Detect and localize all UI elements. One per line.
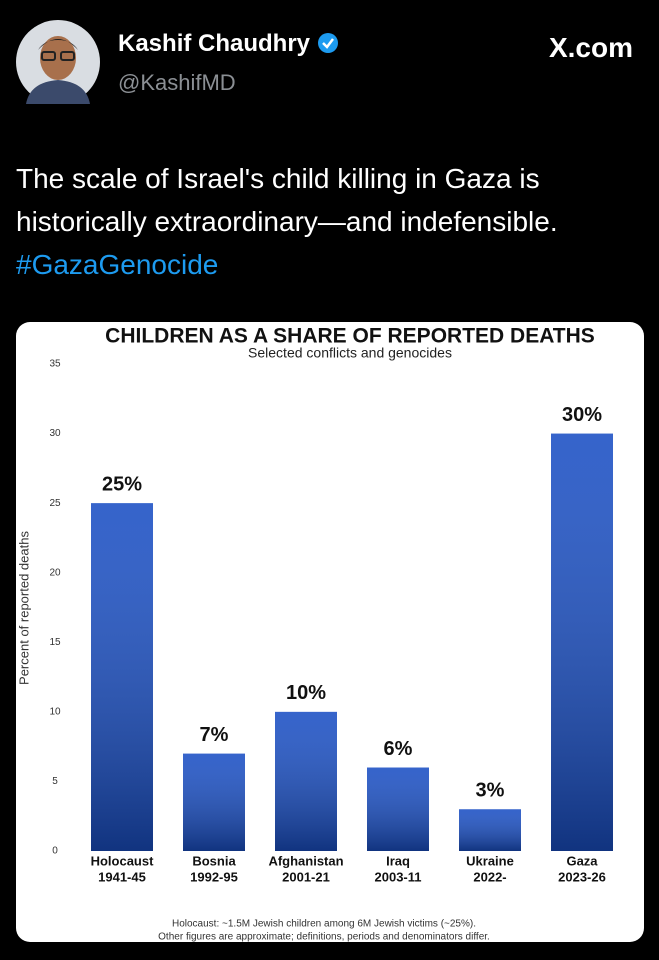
- x-tick-sublabel: 2023-26: [558, 869, 606, 884]
- x-tick-sublabel: 2001-21: [282, 869, 330, 884]
- value-label: 25%: [102, 473, 142, 495]
- chart-subtitle: Selected conflicts and genocides: [248, 345, 452, 361]
- y-axis-label: Percent of reported deaths: [16, 531, 31, 685]
- x-tick-sublabel: 2003-11: [375, 869, 422, 884]
- y-tick-label: 35: [49, 359, 61, 370]
- chart-card: [16, 322, 644, 942]
- y-tick-label: 10: [49, 706, 61, 717]
- y-tick-label: 25: [49, 498, 61, 509]
- bar-shade: [551, 433, 613, 851]
- author-handle[interactable]: @KashifMD: [118, 70, 236, 95]
- bar-shade: [183, 753, 245, 851]
- value-label: 7%: [200, 724, 229, 746]
- bar-shade: [367, 767, 429, 851]
- bar-shade: [91, 503, 153, 851]
- x-tick-label: Iraq: [386, 853, 410, 868]
- hashtag[interactable]: #GazaGenocide: [16, 249, 219, 280]
- tweet-text: The scale of Israel's child killing in G…: [16, 157, 646, 286]
- author-name-text: Kashif Chaudhry: [118, 30, 311, 57]
- chart-title: CHILDREN AS A SHARE OF REPORTED DEATHS: [105, 325, 595, 348]
- bar-shade: [275, 711, 337, 851]
- y-tick-label: 0: [52, 846, 58, 857]
- value-label: 10%: [286, 682, 326, 704]
- x-tick-label: Afghanistan: [268, 853, 343, 868]
- value-label: 30%: [562, 404, 602, 426]
- site-label: X.com: [548, 32, 633, 63]
- y-tick-label: 20: [49, 567, 61, 578]
- author-name[interactable]: Kashif Chaudhry: [118, 30, 339, 58]
- verified-badge: [317, 33, 338, 53]
- bar-shade: [459, 809, 521, 851]
- x-tick-label: Gaza: [566, 853, 598, 868]
- tweet-body: The scale of Israel's child killing in G…: [16, 163, 558, 237]
- avatar[interactable]: [16, 20, 100, 104]
- x-tick-sublabel: 1992-95: [190, 869, 238, 884]
- y-tick-label: 15: [49, 637, 61, 648]
- note: Other figures are approximate; definitio…: [158, 932, 490, 943]
- y-tick-label: 30: [49, 428, 61, 439]
- x-tick-sublabel: 1941-45: [98, 869, 146, 884]
- x-tick-sublabel: 2022-: [473, 869, 506, 884]
- x-tick-label: Bosnia: [192, 853, 236, 868]
- note: Holocaust: ~1.5M Jewish children among 6…: [172, 919, 476, 930]
- x-tick-label: Ukraine: [466, 853, 514, 868]
- value-label: 6%: [384, 738, 413, 760]
- value-label: 3%: [476, 780, 505, 802]
- x-tick-label: Holocaust: [91, 853, 155, 868]
- y-tick-label: 5: [52, 776, 58, 787]
